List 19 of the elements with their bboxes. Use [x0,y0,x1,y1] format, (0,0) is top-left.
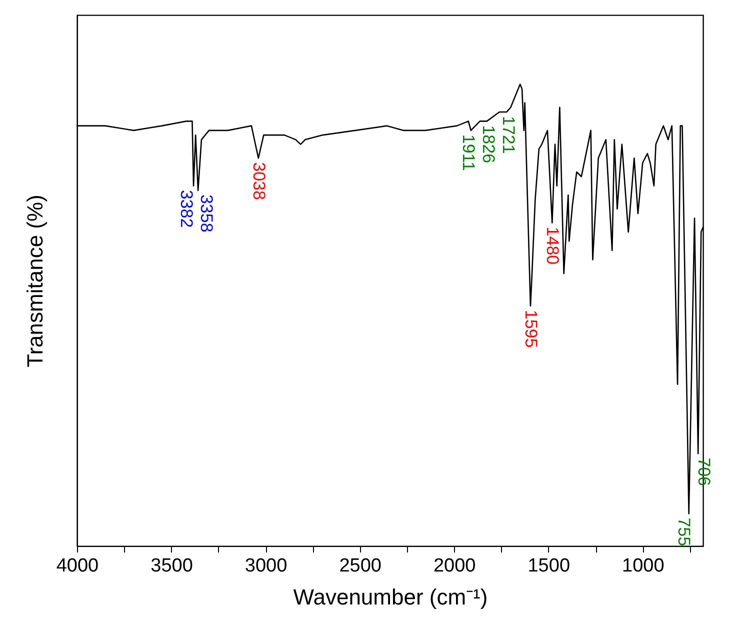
x-tick-label: 2000 [433,556,476,576]
y-axis-title: Transmitance (%) [22,194,48,368]
annotation: 1826 [479,125,498,164]
annotation: 3038 [249,162,268,200]
annotation: 3358 [196,194,216,232]
annotation: 1721 [499,116,518,154]
x-tick-label: 3500 [150,556,193,576]
annotation: 1480 [543,226,562,265]
annotation: 755 [674,518,694,546]
x-tick-label: 4000 [56,556,99,576]
x-tick-label: 3000 [244,556,288,576]
x-tick-label: 2500 [339,556,382,576]
x-axis-title: Wavenumber (cm⁻¹) [293,584,488,610]
x-tick-label: 1000 [622,556,664,576]
annotation: 3382 [176,190,196,228]
annotation: 1911 [459,134,478,171]
annotation: 1595 [521,310,540,348]
x-tick-label: 1500 [528,556,570,576]
annotation: 706 [694,458,714,486]
